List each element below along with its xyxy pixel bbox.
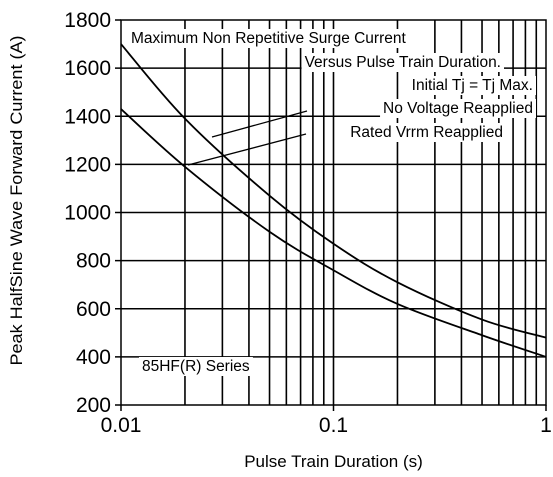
y-tick-label: 600 [76, 298, 111, 321]
leader-line-no-voltage [211, 110, 308, 138]
annotation-background [380, 99, 536, 118]
legend-label-rated-vrrm: Rated Vrrm Reapplied [350, 124, 503, 141]
y-tick-label: 800 [76, 250, 111, 273]
y-tick-label: 1200 [64, 153, 111, 176]
y-tick-label: 1800 [64, 9, 111, 32]
y-tick-label: 1000 [64, 202, 111, 225]
y-tick-label: 200 [76, 394, 111, 417]
annotation-background [301, 53, 504, 72]
annotation-title-line1: Maximum Non Repetitive Surge Current [131, 30, 406, 47]
legend-label-no-voltage: No Voltage Reapplied [383, 100, 533, 117]
annotation-background [139, 357, 253, 376]
annotation-background [128, 29, 410, 48]
annotation-group: Maximum Non Repetitive Surge Current Vers… [128, 29, 536, 376]
annotation-title-line3: Initial Tj = Tj Max. [412, 77, 533, 94]
x-axis-title: Pulse Train Duration (s) [244, 452, 423, 471]
annotation-title-line2: Versus Pulse Train Duration. [305, 54, 501, 71]
annotation-background [347, 123, 506, 142]
series-no-voltage-line [120, 43, 547, 339]
x-tick-label: 0.01 [101, 414, 142, 437]
y-tick-label: 1400 [64, 105, 111, 128]
grid [121, 20, 546, 405]
series-rated-vrrm-line [120, 108, 547, 358]
series-name-label: 85HF(R) Series [142, 358, 250, 375]
y-axis-title: Peak HalfSine Wave Forward Current (A) [7, 36, 26, 366]
leader-line-rated-vrrm [187, 133, 307, 166]
y-tick-label: 400 [76, 346, 111, 369]
ticks-group: 200 400 600 800 1000 1200 1400 1600 1800 0.01 0.1 1 [64, 9, 552, 437]
x-tick-label: 0.1 [319, 414, 348, 437]
series-group [120, 43, 547, 358]
y-tick-label: 1600 [64, 57, 111, 80]
x-tick-label: 1 [540, 414, 552, 437]
annotation-background [408, 76, 536, 95]
